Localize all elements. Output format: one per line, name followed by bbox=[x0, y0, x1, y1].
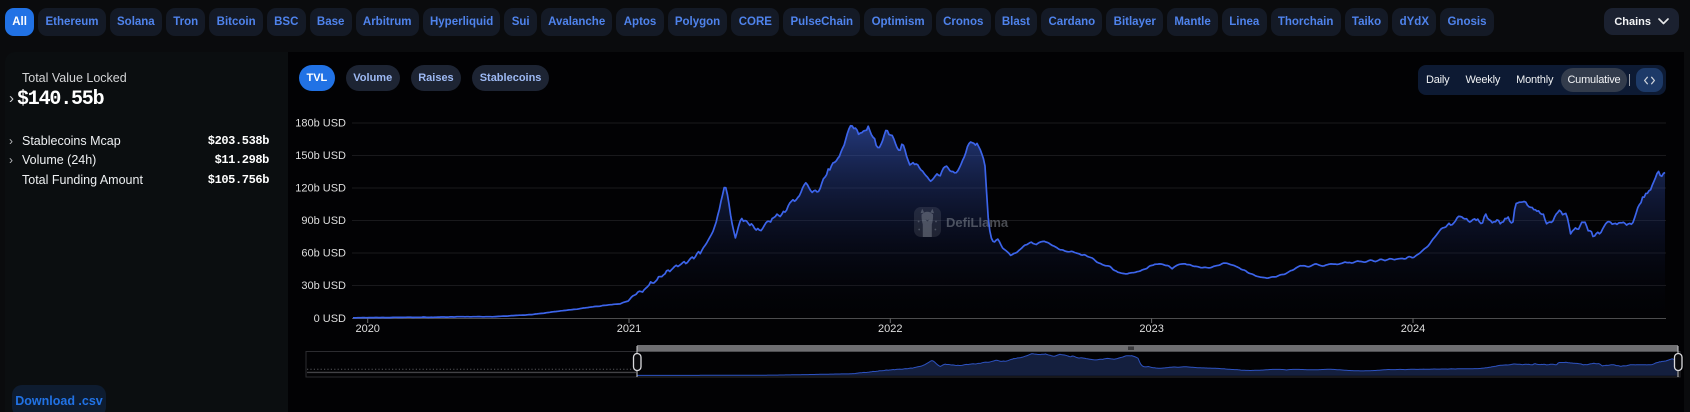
svg-text:2023: 2023 bbox=[1139, 323, 1163, 335]
svg-text:0 USD: 0 USD bbox=[314, 313, 346, 325]
svg-text:180b USD: 180b USD bbox=[295, 118, 346, 130]
svg-text:30b USD: 30b USD bbox=[301, 280, 346, 292]
svg-text:2022: 2022 bbox=[878, 323, 902, 335]
svg-text:2024: 2024 bbox=[1401, 323, 1425, 335]
svg-text:90b USD: 90b USD bbox=[301, 215, 346, 227]
svg-text:2021: 2021 bbox=[617, 323, 641, 335]
svg-text:60b USD: 60b USD bbox=[301, 248, 346, 260]
svg-text:150b USD: 150b USD bbox=[295, 150, 346, 162]
svg-text:DefiLlama: DefiLlama bbox=[946, 215, 1009, 230]
svg-text:120b USD: 120b USD bbox=[295, 183, 346, 195]
svg-text:2020: 2020 bbox=[355, 323, 379, 335]
